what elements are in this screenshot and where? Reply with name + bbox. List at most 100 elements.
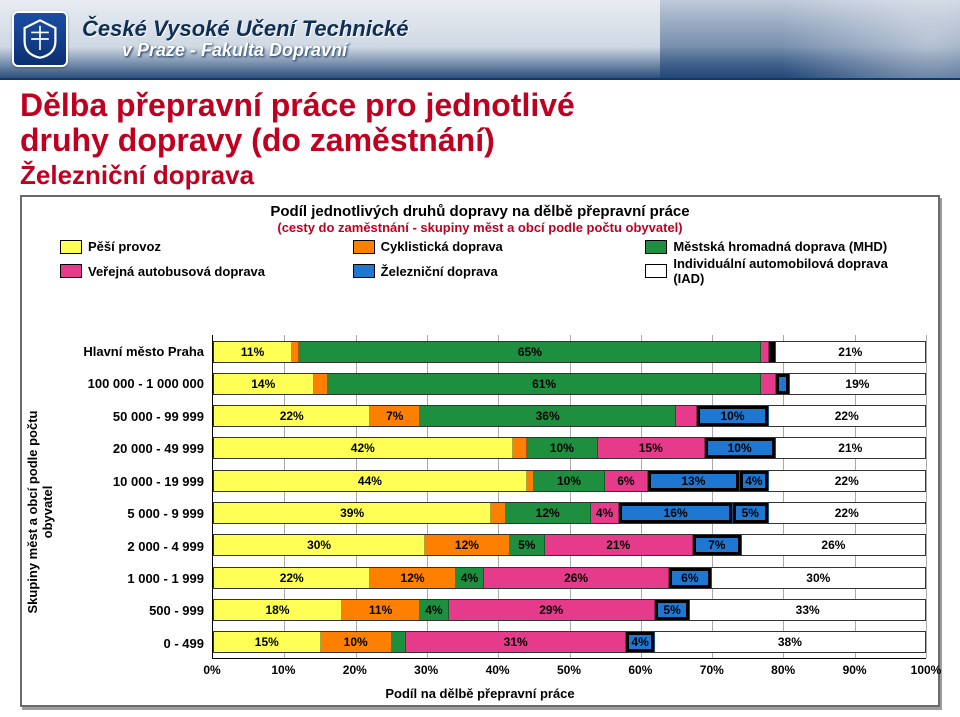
chart-area: Hlavní město Praha100 000 - 1 000 00050 … (82, 335, 926, 659)
bar-segment: 13% (648, 471, 740, 491)
bar-segment: 4% (420, 600, 448, 620)
y-category-label: Hlavní město Praha (82, 335, 212, 367)
bar-segment: 10% (697, 406, 768, 426)
y-category-label: 1 000 - 1 999 (82, 562, 212, 594)
bar-segment: 22% (769, 471, 925, 491)
legend-label: Individuální automobilová doprava (IAD) (673, 256, 920, 286)
bar-segment: 39% (214, 503, 491, 523)
bar-segment: 12% (506, 503, 591, 523)
bar-segment: 30% (214, 535, 425, 555)
bar-segment: 10% (321, 632, 392, 652)
bar-segment: 10% (527, 438, 598, 458)
stacked-bar: 44% 10%6%13%4%22% (213, 470, 926, 492)
bar-row: 42%10%15%10%21% (213, 432, 926, 464)
legend-label: Železniční doprava (381, 264, 498, 279)
bar-segment: 4% (591, 503, 619, 523)
bar-segment: 31% (406, 632, 626, 652)
bar-row: 18%11%4%29%5%33% (213, 594, 926, 626)
bar-segment (292, 342, 299, 362)
x-tick-label: 70% (700, 663, 724, 677)
bar-segment: 22% (769, 503, 925, 523)
bar-segment: 30% (712, 568, 925, 588)
bar-segment: 16% (619, 503, 733, 523)
x-axis-label: Podíl na dělbě přepravní práce (22, 686, 938, 701)
page-title-line2: druhy dopravy (do zaměstnání) (20, 123, 940, 158)
y-category-label: 100 000 - 1 000 000 (82, 368, 212, 400)
legend-swatch (645, 264, 667, 278)
bar-row: 44% 10%6%13%4%22% (213, 465, 926, 497)
bar-segment: 21% (776, 342, 925, 362)
y-category-label: 500 - 999 (82, 595, 212, 627)
y-category-label: 10 000 - 19 999 (82, 465, 212, 497)
x-tick-label: 90% (843, 663, 867, 677)
legend-item: Cyklistická doprava (353, 239, 628, 254)
bar-rows: 11%65%21%14%61%19%22%7%36%10%22%42%10%15… (213, 335, 926, 658)
bar-segment: 5% (733, 503, 769, 523)
stacked-bar: 14%61%19% (213, 373, 926, 395)
legend-label: Pěší provoz (88, 239, 161, 254)
grid-line (926, 335, 927, 658)
x-tick-label: 40% (486, 663, 510, 677)
bar-segment: 10% (534, 471, 605, 491)
legend-item: Městská hromadná doprava (MHD) (645, 239, 920, 254)
bar-segment: 4% (740, 471, 768, 491)
y-axis-label: Skupiny měst a obcí podle počtuobyvatel (25, 402, 55, 622)
university-name: České Vysoké Učení Technické (82, 17, 409, 41)
stacked-bar: 22%7%36%10%22% (213, 405, 926, 427)
legend-item: Veřejná autobusová doprava (60, 256, 335, 286)
university-crest-icon (12, 11, 68, 67)
legend-item: Železniční doprava (353, 256, 628, 286)
stacked-bar: 18%11%4%29%5%33% (213, 599, 926, 621)
legend-label: Cyklistická doprava (381, 239, 503, 254)
bar-segment: 6% (605, 471, 648, 491)
bar-segment: 7% (370, 406, 420, 426)
bar-segment: 5% (655, 600, 691, 620)
chart-card: Podíl jednotlivých druhů dopravy na dělb… (20, 195, 940, 707)
bar-segment: 12% (425, 535, 509, 555)
bar-segment: 26% (742, 535, 925, 555)
bar-row: 15%10%31%4%38% (213, 626, 926, 658)
bar-segment (527, 471, 534, 491)
bar-row: 30%12%5%21%7%26% (213, 529, 926, 561)
page-title-line1: Dělba přepravní práce pro jednotlivé (20, 88, 940, 123)
bar-segment: 18% (214, 600, 342, 620)
bar-segment: 5% (510, 535, 545, 555)
bar-segment (392, 632, 406, 652)
legend-swatch (353, 240, 375, 254)
bar-segment (769, 342, 776, 362)
legend-swatch (645, 240, 667, 254)
stacked-bar: 11%65%21% (213, 341, 926, 363)
bar-segment: 22% (769, 406, 925, 426)
legend-label: Veřejná autobusová doprava (88, 264, 265, 279)
legend-label: Městská hromadná doprava (MHD) (673, 239, 887, 254)
bar-segment: 44% (214, 471, 527, 491)
legend-swatch (353, 264, 375, 278)
bar-segment (513, 438, 527, 458)
x-tick-label: 10% (271, 663, 295, 677)
x-tick-label: 50% (557, 663, 581, 677)
x-tick-label: 100% (911, 663, 942, 677)
x-axis: 0%10%20%30%40%50%60%70%80%90%100% (212, 663, 926, 681)
bar-segment: 61% (328, 374, 762, 394)
bar-segment: 22% (214, 568, 370, 588)
bar-row: 11%65%21% (213, 335, 926, 367)
chart-title: Podíl jednotlivých druhů dopravy na dělb… (30, 203, 930, 220)
stacked-bar: 15%10%31%4%38% (213, 631, 926, 653)
bar-segment (314, 374, 328, 394)
header-text: České Vysoké Učení Technické v Praze - F… (82, 17, 409, 61)
bar-segment: 11% (342, 600, 420, 620)
plot-area: 11%65%21%14%61%19%22%7%36%10%22%42%10%15… (212, 335, 926, 659)
bar-segment: 14% (214, 374, 314, 394)
bar-segment: 4% (626, 632, 654, 652)
bar-segment: 33% (690, 600, 925, 620)
bar-segment: 15% (214, 632, 321, 652)
bar-row: 14%61%19% (213, 368, 926, 400)
bar-row: 22%12%4%26%6%30% (213, 561, 926, 593)
bar-row: 22%7%36%10%22% (213, 400, 926, 432)
header-banner: České Vysoké Učení Technické v Praze - F… (0, 0, 960, 80)
bar-segment: 36% (420, 406, 676, 426)
bar-segment (776, 374, 790, 394)
bar-segment: 26% (484, 568, 669, 588)
bar-segment: 29% (449, 600, 655, 620)
stacked-bar: 30%12%5%21%7%26% (213, 534, 926, 556)
